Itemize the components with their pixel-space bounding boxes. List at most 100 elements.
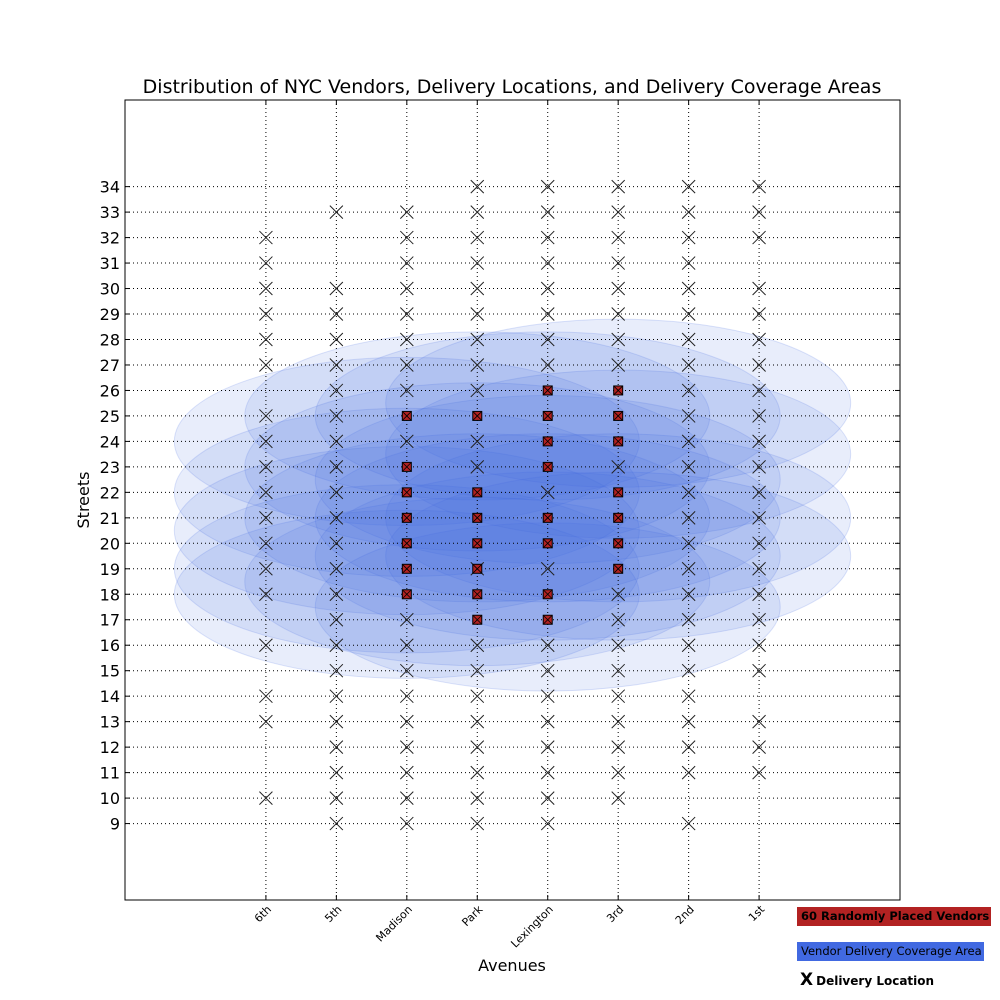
delivery-marker	[540, 689, 555, 704]
delivery-marker	[611, 179, 626, 194]
y-tick-label: 11	[100, 764, 120, 783]
vendor-marker	[542, 538, 553, 549]
vendor-marker	[613, 563, 624, 574]
delivery-marker	[681, 281, 696, 296]
delivery-marker	[681, 638, 696, 653]
delivery-marker	[399, 816, 414, 831]
y-tick-label: 12	[100, 738, 120, 757]
y-tick-label: 23	[100, 458, 120, 477]
delivery-marker	[681, 612, 696, 627]
delivery-marker	[259, 587, 273, 602]
delivery-marker	[611, 689, 626, 704]
x-tick-label: Park	[459, 902, 485, 928]
delivery-marker	[470, 256, 485, 270]
delivery-marker	[259, 714, 273, 729]
delivery-marker	[752, 307, 766, 321]
delivery-marker	[399, 765, 414, 780]
delivery-marker	[399, 332, 414, 347]
delivery-marker	[399, 281, 414, 296]
vendor-marker	[401, 487, 412, 498]
vendor-marker	[472, 410, 483, 421]
delivery-marker	[329, 307, 344, 321]
delivery-marker	[540, 332, 555, 347]
y-tick-label: 16	[100, 636, 120, 655]
delivery-marker	[329, 510, 344, 525]
vendor-marker	[542, 589, 553, 600]
vendor-marker	[401, 589, 412, 600]
y-tick-label: 21	[100, 509, 120, 528]
coverage-circle	[314, 522, 781, 692]
delivery-marker	[470, 307, 485, 321]
delivery-marker	[611, 256, 626, 270]
delivery-marker	[540, 791, 555, 805]
vendor-marker	[613, 385, 624, 396]
delivery-marker	[470, 714, 485, 729]
y-tick-label: 25	[100, 407, 120, 426]
y-axis-label: Streets	[74, 472, 93, 529]
delivery-marker	[611, 587, 626, 602]
delivery-marker	[681, 256, 696, 270]
y-tick-label: 15	[100, 662, 120, 681]
delivery-marker	[329, 791, 344, 805]
delivery-marker	[329, 587, 344, 602]
delivery-marker	[752, 434, 766, 449]
plot-frame	[124, 99, 901, 901]
delivery-marker	[681, 740, 696, 754]
delivery-marker	[681, 434, 696, 449]
delivery-marker	[752, 536, 766, 551]
delivery-marker	[399, 383, 414, 398]
delivery-marker	[540, 307, 555, 321]
y-tick-label: 19	[100, 560, 120, 579]
y-tick-label: 20	[100, 534, 120, 553]
delivery-marker	[470, 434, 485, 449]
delivery-marker	[752, 587, 766, 602]
delivery-marker	[329, 460, 344, 474]
vendor-marker	[401, 410, 412, 421]
delivery-marker	[329, 281, 344, 296]
delivery-marker	[470, 358, 485, 372]
delivery-marker	[611, 460, 626, 474]
delivery-marker	[329, 765, 344, 780]
delivery-marker	[399, 230, 414, 245]
delivery-marker	[540, 816, 555, 831]
vendor-marker	[542, 385, 553, 396]
delivery-marker	[752, 179, 766, 194]
delivery-marker	[611, 281, 626, 296]
delivery-marker	[681, 460, 696, 474]
x-tick-label: 5th	[322, 903, 344, 925]
vendor-marker	[472, 614, 483, 625]
delivery-marker	[259, 409, 273, 423]
grid-layer	[125, 100, 900, 900]
delivery-marker	[611, 714, 626, 729]
delivery-marker	[329, 561, 344, 576]
x-tick-label: 1st	[746, 902, 768, 924]
delivery-marker	[470, 663, 485, 678]
y-tick-label: 26	[100, 381, 120, 400]
vendor-marker	[472, 512, 483, 523]
y-tick-label: 9	[110, 815, 120, 834]
delivery-marker	[259, 689, 273, 704]
delivery-marker	[611, 205, 626, 219]
delivery-marker	[259, 332, 273, 347]
vendor-marker	[472, 589, 483, 600]
legend-coverage: Vendor Delivery Coverage Area	[797, 942, 984, 961]
delivery-marker	[470, 179, 485, 194]
delivery-marker	[752, 281, 766, 296]
legend-delivery-label: Delivery Location	[816, 974, 935, 988]
delivery-marker	[681, 816, 696, 831]
delivery-marker	[611, 740, 626, 754]
delivery-marker	[611, 638, 626, 653]
delivery-marker	[470, 791, 485, 805]
coverage-circle	[314, 395, 781, 565]
delivery-marker	[399, 791, 414, 805]
delivery-marker	[259, 638, 273, 653]
delivery-marker	[611, 663, 626, 678]
coverage-circle	[385, 318, 852, 488]
delivery-marker	[611, 612, 626, 627]
delivery-marker	[681, 358, 696, 372]
delivery-marker	[752, 638, 766, 653]
delivery-marker	[399, 689, 414, 704]
delivery-marker	[329, 485, 344, 500]
vendor-marker	[472, 538, 483, 549]
y-tick-label: 17	[100, 611, 120, 630]
